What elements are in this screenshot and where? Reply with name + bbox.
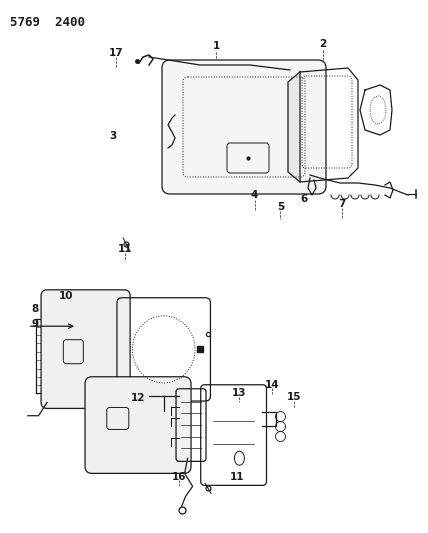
Text: 13: 13 — [232, 389, 246, 398]
Text: 1: 1 — [213, 42, 220, 51]
Text: 14: 14 — [265, 380, 279, 390]
Text: 10: 10 — [59, 291, 74, 301]
Text: 17: 17 — [109, 49, 124, 58]
Text: 16: 16 — [172, 472, 186, 482]
Text: 11: 11 — [118, 244, 132, 254]
Text: 4: 4 — [251, 190, 259, 200]
Text: 6: 6 — [300, 194, 307, 204]
Text: 7: 7 — [339, 199, 346, 208]
Text: 2: 2 — [320, 39, 327, 49]
Text: 9: 9 — [32, 319, 39, 329]
FancyBboxPatch shape — [85, 377, 191, 473]
Polygon shape — [288, 72, 300, 182]
Text: 11: 11 — [230, 472, 245, 482]
Text: 5769  2400: 5769 2400 — [10, 16, 85, 29]
Text: 8: 8 — [32, 304, 39, 314]
Text: 5: 5 — [277, 202, 284, 212]
FancyBboxPatch shape — [162, 60, 326, 194]
Text: 15: 15 — [287, 392, 302, 402]
FancyBboxPatch shape — [41, 290, 130, 408]
Text: 3: 3 — [110, 131, 117, 141]
Text: 12: 12 — [131, 393, 146, 403]
